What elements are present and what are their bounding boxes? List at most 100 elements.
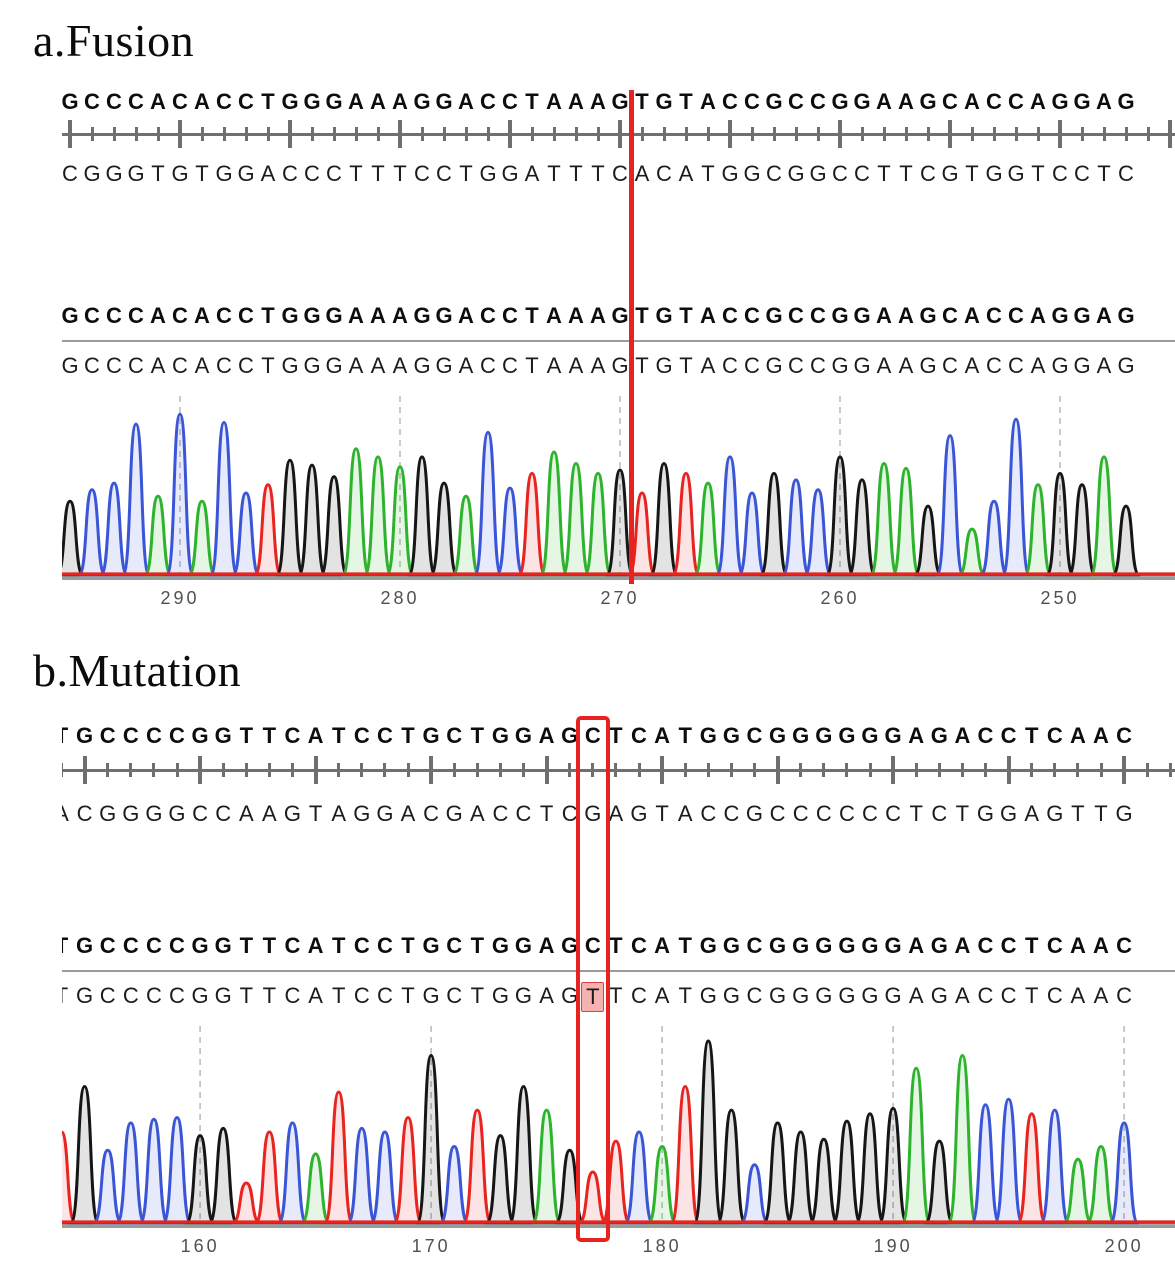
ruler-tick <box>816 127 820 141</box>
ruler-tick <box>313 756 318 784</box>
base-letter: A <box>876 353 892 378</box>
ruler-tick <box>914 763 918 777</box>
base-letter: G <box>815 723 833 748</box>
base-letter: A <box>348 353 364 378</box>
base-letter: A <box>307 933 324 958</box>
trace-peak-G <box>649 461 679 577</box>
base-letter: G <box>479 161 497 186</box>
base-letter: G <box>325 353 343 378</box>
trace-peak-T <box>669 1085 701 1225</box>
trace-peak-C <box>715 455 745 577</box>
base-letter: T <box>609 723 623 748</box>
base-letter: G <box>838 933 856 958</box>
base-letter: C <box>169 723 185 748</box>
trace-peak-G <box>69 1085 100 1225</box>
base-letter: G <box>630 801 648 826</box>
base-letter: T <box>525 353 539 378</box>
ruler-tick <box>637 763 641 777</box>
ruler-tick <box>442 127 446 141</box>
base-letter: G <box>765 89 783 114</box>
trace-peak-G <box>759 471 789 577</box>
base-letter: A <box>150 89 166 114</box>
base-letter: A <box>546 303 562 328</box>
trace-peak-G <box>415 1054 447 1225</box>
base-letter: A <box>307 723 324 748</box>
panel-label-mutation: b.Mutation <box>33 645 242 696</box>
ruler-tick <box>640 127 644 141</box>
trace-peak-C <box>231 491 261 577</box>
base-letter: C <box>84 303 100 328</box>
base-letter: C <box>282 161 298 186</box>
base-letter: T <box>701 161 715 186</box>
base-letter: A <box>964 303 980 328</box>
base-letter: C <box>1116 723 1133 748</box>
base-letter: T <box>62 722 73 750</box>
trace-peak-A <box>143 494 173 577</box>
base-letter: G <box>853 89 871 114</box>
base-letter: A <box>876 89 892 114</box>
chromatogram-baseline <box>62 1225 1175 1228</box>
base-letter: A <box>898 89 914 114</box>
ruler-tick <box>266 127 270 141</box>
trace-peak-C <box>369 1130 401 1225</box>
ruler-tick <box>244 763 248 777</box>
base-letter: C <box>502 89 518 114</box>
trace-peak-C <box>781 478 811 577</box>
trace-peak-A <box>539 450 569 577</box>
base-letter: G <box>838 723 856 748</box>
base-letter: T <box>62 982 73 1010</box>
trace-peak-A <box>385 465 415 577</box>
base-letter: G <box>699 983 717 1008</box>
ruler-tick <box>376 127 380 141</box>
base-letter: C <box>423 801 440 826</box>
ruler-tick <box>706 127 710 141</box>
base-letter: G <box>722 723 740 748</box>
base-letter: G <box>76 933 94 958</box>
ruler-tick <box>354 127 358 141</box>
ruler-tick <box>156 127 160 141</box>
base-letter: C <box>128 303 144 328</box>
base-letter: C <box>631 933 647 958</box>
base-letter: G <box>919 353 937 378</box>
trace-peak-A <box>957 527 987 577</box>
base-letter: C <box>931 801 948 826</box>
ruler-tick <box>838 120 842 148</box>
trace-peak-C <box>77 488 107 577</box>
base-letter: G <box>721 161 739 186</box>
base-letter: A <box>370 89 386 114</box>
ruler-tick <box>152 763 156 777</box>
base-letter: G <box>435 89 453 114</box>
base-letter: T <box>678 933 692 958</box>
trace-peak-C <box>737 491 767 577</box>
trace-peak-A <box>1089 455 1119 577</box>
base-letter: C <box>436 161 452 186</box>
base-letter: G <box>214 983 232 1008</box>
ruler-tick <box>753 763 756 777</box>
ruler-tick <box>1036 127 1040 141</box>
base-letter: G <box>281 353 299 378</box>
trace-peak-C <box>121 422 151 577</box>
base-letter: G <box>1117 303 1135 328</box>
base-letter: G <box>171 161 189 186</box>
ruler-tick <box>134 127 138 141</box>
base-letter: C <box>723 801 740 826</box>
ruler-tick <box>475 763 479 777</box>
base-letter: A <box>677 801 693 826</box>
mutation-base-highlight: T <box>581 982 605 1012</box>
trace-peak-G <box>62 499 85 577</box>
base-letter: A <box>678 161 694 186</box>
trace-peak-G <box>762 1121 793 1225</box>
trace-peak-T <box>627 491 657 577</box>
ruler-tick <box>383 763 387 777</box>
base-letter: A <box>654 933 671 958</box>
ruler-tick <box>552 127 556 141</box>
ruler-tick <box>129 763 133 777</box>
base-letter: G <box>884 723 902 748</box>
axis-tick-label: 250 <box>1040 588 1080 608</box>
base-letter: A <box>539 983 554 1008</box>
base-letter: G <box>105 161 123 186</box>
base-letter: C <box>1074 161 1090 186</box>
base-letter: G <box>76 983 94 1008</box>
base-letter: G <box>838 983 856 1008</box>
